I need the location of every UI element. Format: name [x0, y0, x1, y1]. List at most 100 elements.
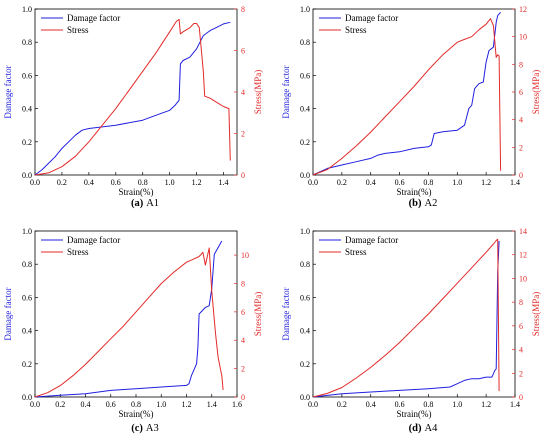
y-tick-label: 0.4	[22, 327, 32, 336]
y-axis-label: Damage factor	[281, 287, 291, 340]
y-tick-label: 0.4	[22, 105, 32, 114]
x-tick-label: 1.6	[232, 400, 242, 409]
x-tick-label: 1.0	[165, 178, 175, 187]
x-tick-label: 0.2	[337, 178, 347, 187]
legend-label: Damage factor	[345, 235, 398, 245]
y2-tick-label: 4	[241, 88, 245, 97]
x-tick-label: 1.2	[481, 400, 491, 409]
y2-tick-label: 6	[241, 308, 245, 317]
y2-tick-label: 2	[241, 130, 245, 139]
y-tick-label: 1.0	[22, 5, 32, 14]
caption-name: A2	[425, 198, 438, 209]
legend-label: Stress	[67, 25, 89, 35]
panel-caption: (b) A2	[409, 198, 438, 209]
x-tick-label: 1.0	[452, 178, 462, 187]
caption-name: A4	[425, 423, 439, 434]
caption-letter: (b)	[409, 198, 422, 209]
y-tick-label: 0.8	[22, 38, 32, 47]
y-tick-label: 0.2	[22, 138, 32, 147]
series-line-stress	[312, 238, 500, 398]
y2-tick-label: 10	[241, 251, 249, 260]
caption-letter: (c)	[131, 423, 143, 434]
x-tick-label: 0.8	[423, 178, 433, 187]
y-tick-label: 1.0	[300, 227, 310, 236]
legend-label: Stress	[345, 247, 367, 257]
series-line-damage-factor	[34, 240, 223, 398]
x-tick-label: 0.0	[308, 178, 318, 187]
y-tick-label: 0.6	[22, 71, 32, 80]
caption-letter: (d)	[409, 423, 422, 434]
x-tick-label: 0.8	[131, 400, 141, 409]
chart-panel-4: 0.0 0.2 0.4 0.6 0.8 1.0 1.2 1.4 0.0 0.2 0.4 0.6 0.8 1…	[281, 227, 541, 434]
y-tick-label: 1.0	[22, 227, 32, 236]
x-tick-label: 0.0	[30, 400, 40, 409]
y2-tick-label: 10	[519, 33, 527, 42]
plot-frame	[312, 230, 516, 398]
y-axis-label: Damage factor	[3, 287, 13, 340]
x-tick-label: 0.4	[84, 178, 94, 187]
x-tick-label: 1.2	[192, 178, 202, 187]
x-tick-label: 0.4	[81, 400, 91, 409]
series-line-damage-factor	[34, 21, 231, 176]
y2-tick-label: 0	[519, 393, 523, 402]
y2-tick-label: 12	[519, 5, 527, 14]
y2-tick-label: 2	[241, 365, 245, 374]
x-tick-label: 0.2	[57, 178, 67, 187]
x-tick-label: 0.6	[395, 178, 405, 187]
series-line-stress	[312, 18, 502, 176]
y2-tick-label: 6	[241, 47, 245, 56]
y2-tick-label: 0	[519, 171, 523, 180]
x-axis-label: Strain(%)	[119, 187, 154, 197]
x-tick-label: 1.4	[207, 400, 217, 409]
y2-tick-label: 4	[519, 116, 523, 125]
legend-label: Damage factor	[67, 13, 120, 23]
y2-tick-label: 8	[519, 60, 523, 69]
plot-frame	[34, 230, 238, 398]
legend-label: Damage factor	[345, 13, 398, 23]
y-tick-label: 0.0	[22, 171, 32, 180]
x-tick-label: 1.4	[510, 400, 520, 409]
x-tick-label: 1.4	[510, 178, 520, 187]
plot-frame	[34, 8, 238, 176]
caption-name: A1	[146, 198, 159, 209]
y-tick-label: 0.6	[300, 293, 310, 302]
y-tick-label: 0.2	[300, 138, 310, 147]
y2-tick-label: 2	[519, 369, 523, 378]
x-tick-label: 0.4	[366, 400, 376, 409]
y-tick-label: 0.6	[300, 71, 310, 80]
y2-axis-label: Stress(MPa)	[253, 70, 263, 115]
y2-axis-label: Stress(MPa)	[531, 292, 541, 337]
series-line-damage-factor	[312, 240, 500, 398]
x-axis-label: Strain(%)	[119, 409, 154, 419]
y-axis-label: Damage factor	[281, 65, 291, 118]
y2-tick-label: 0	[241, 393, 245, 402]
y2-axis-label: Stress(MPa)	[531, 70, 541, 115]
chart-panel-3: 0.0 0.2 0.4 0.6 0.8 1.0 1.2 1.4 1.6 0.0 0.2 0.4 0.6 0…	[3, 227, 263, 434]
x-tick-label: 1.0	[452, 400, 462, 409]
x-tick-label: 1.2	[481, 178, 491, 187]
panel-caption: (a) A1	[131, 198, 159, 209]
series-line-stress	[34, 18, 231, 176]
y-tick-label: 0.2	[300, 360, 310, 369]
series-line-damage-factor	[312, 11, 501, 176]
y2-tick-label: 2	[519, 143, 523, 152]
y2-axis-label: Stress(MPa)	[253, 292, 263, 337]
x-tick-label: 0.8	[138, 178, 148, 187]
series-line-stress	[34, 247, 224, 398]
caption-letter: (a)	[131, 198, 144, 209]
x-tick-label: 0.0	[308, 400, 318, 409]
y-tick-label: 0.0	[300, 393, 310, 402]
x-axis-label: Strain(%)	[397, 187, 432, 197]
y2-tick-label: 0	[241, 171, 245, 180]
y2-tick-label: 14	[519, 227, 527, 236]
y-tick-label: 0.8	[300, 260, 310, 269]
y-tick-label: 0.8	[300, 38, 310, 47]
panel-caption: (d) A4	[409, 423, 438, 434]
y2-tick-label: 6	[519, 322, 523, 331]
y-axis-label: Damage factor	[3, 65, 13, 118]
x-tick-label: 0.6	[395, 400, 405, 409]
y-tick-label: 0.4	[300, 327, 310, 336]
y-tick-label: 0.8	[22, 260, 32, 269]
y2-tick-label: 8	[241, 279, 245, 288]
